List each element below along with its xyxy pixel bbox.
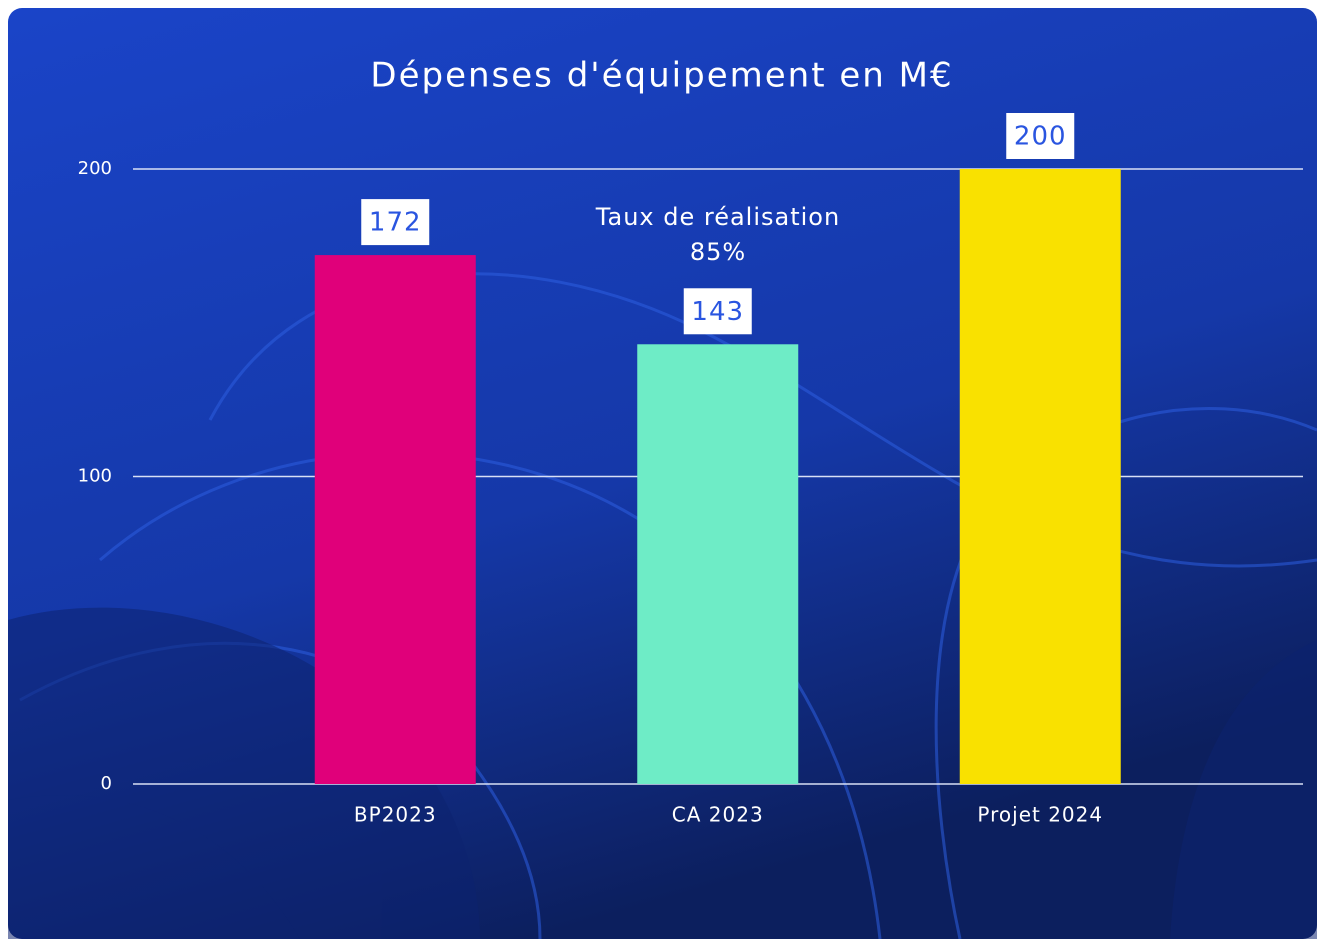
chart-title: Dépenses d'équipement en M€ bbox=[370, 56, 953, 96]
bar bbox=[315, 255, 476, 784]
annotation: 85% bbox=[690, 238, 746, 266]
y-tick-label: 100 bbox=[78, 466, 112, 487]
x-tick-label: Projet 2024 bbox=[977, 803, 1103, 827]
page: Dépenses d'équipement en M€ Taux de réal… bbox=[0, 0, 1317, 939]
y-tick-label: 0 bbox=[101, 773, 112, 794]
x-tick-label: CA 2023 bbox=[672, 803, 764, 827]
annotation: Taux de réalisation bbox=[595, 203, 840, 231]
x-tick-label: BP2023 bbox=[354, 803, 437, 827]
chart: Dépenses d'équipement en M€ Taux de réal… bbox=[0, 0, 1317, 939]
bar bbox=[637, 344, 798, 784]
y-tick-label: 200 bbox=[78, 158, 112, 179]
value-label: 143 bbox=[691, 297, 744, 327]
value-label: 200 bbox=[1014, 122, 1067, 152]
bar bbox=[960, 169, 1121, 784]
value-label: 172 bbox=[369, 208, 422, 238]
